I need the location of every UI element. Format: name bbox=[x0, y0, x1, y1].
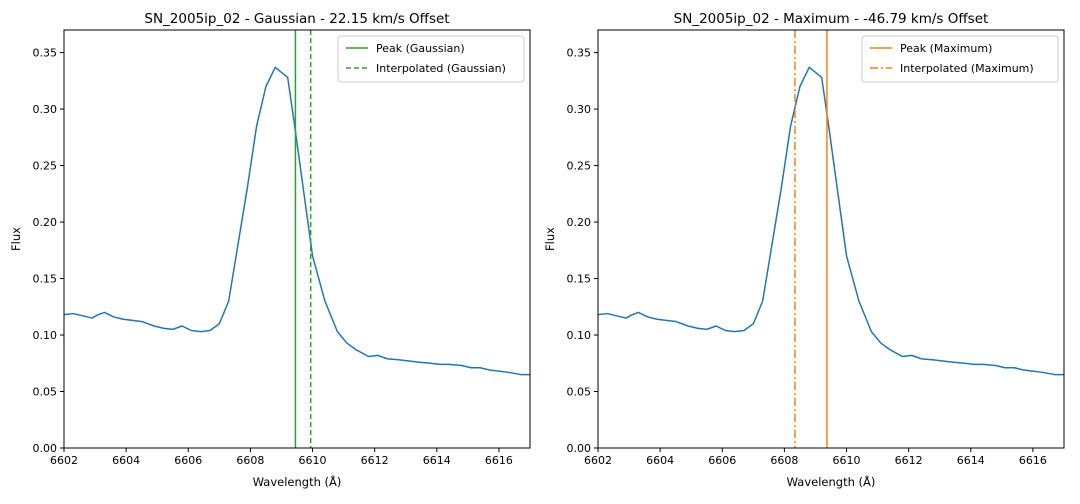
legend-label: Peak (Gaussian) bbox=[376, 42, 465, 55]
y-tick-label: 0.00 bbox=[33, 442, 58, 455]
x-tick-label: 6606 bbox=[708, 454, 736, 467]
y-tick-label: 0.05 bbox=[567, 386, 592, 399]
x-tick-label: 6602 bbox=[584, 454, 612, 467]
x-axis-label: Wavelength (Å) bbox=[253, 474, 342, 489]
y-tick-label: 0.35 bbox=[567, 47, 592, 60]
x-tick-label: 6604 bbox=[646, 454, 674, 467]
y-tick-label: 0.35 bbox=[33, 47, 58, 60]
legend: Peak (Gaussian) Interpolated (Gaussian) bbox=[337, 35, 525, 83]
spectrum-line bbox=[64, 66, 530, 376]
x-tick-label: 6612 bbox=[895, 454, 923, 467]
legend-box bbox=[861, 35, 1059, 83]
chart-panel-2: 6602 6604 6606 6608 6610 6612 6614 6616 0.00 0.05… bbox=[543, 11, 1065, 489]
chart-title: SN_2005ip_02 - Maximum - -46.79 km/s Off… bbox=[674, 11, 989, 27]
y-tick-label: 0.20 bbox=[567, 216, 592, 229]
y-axis-label: Flux bbox=[9, 227, 23, 251]
axes-frame bbox=[597, 29, 1065, 449]
x-tick-label: 6612 bbox=[361, 454, 389, 467]
x-axis-label: Wavelength (Å) bbox=[787, 474, 876, 489]
y-tick-label: 0.00 bbox=[567, 442, 592, 455]
x-tick-label: 6616 bbox=[485, 454, 513, 467]
y-tick-label: 0.05 bbox=[33, 386, 58, 399]
x-tick-label: 6614 bbox=[957, 454, 985, 467]
legend-label: Interpolated (Maximum) bbox=[900, 62, 1034, 75]
y-tick-label: 0.15 bbox=[567, 273, 592, 286]
y-tick-label: 0.10 bbox=[567, 329, 592, 342]
y-tick-label: 0.10 bbox=[33, 329, 58, 342]
y-axis-label: Flux bbox=[543, 227, 557, 251]
y-tick-label: 0.30 bbox=[33, 103, 58, 116]
axes-frame bbox=[63, 29, 531, 449]
legend-label: Interpolated (Gaussian) bbox=[376, 62, 506, 75]
y-tick-label: 0.20 bbox=[33, 216, 58, 229]
spectrum-line bbox=[598, 66, 1064, 376]
x-tick-label: 6602 bbox=[50, 454, 78, 467]
y-tick-label: 0.30 bbox=[567, 103, 592, 116]
x-tick-label: 6608 bbox=[236, 454, 264, 467]
x-tick-label: 6616 bbox=[1019, 454, 1047, 467]
chart-panel-1: 6602 6604 6606 6608 6610 6612 6614 6616 0.00 0.05… bbox=[9, 11, 531, 489]
x-tick-label: 6606 bbox=[174, 454, 202, 467]
legend-label: Peak (Maximum) bbox=[900, 42, 992, 55]
x-tick-label: 6604 bbox=[112, 454, 140, 467]
x-tick-label: 6614 bbox=[423, 454, 451, 467]
x-tick-label: 6608 bbox=[770, 454, 798, 467]
legend-box bbox=[337, 35, 525, 83]
legend: Peak (Maximum) Interpolated (Maximum) bbox=[861, 35, 1059, 83]
y-tick-label: 0.15 bbox=[33, 273, 58, 286]
chart-title: SN_2005ip_02 - Gaussian - 22.15 km/s Off… bbox=[144, 11, 449, 27]
y-tick-label: 0.25 bbox=[33, 160, 58, 173]
x-tick-label: 6610 bbox=[833, 454, 861, 467]
x-tick-label: 6610 bbox=[299, 454, 327, 467]
y-tick-label: 0.25 bbox=[567, 160, 592, 173]
